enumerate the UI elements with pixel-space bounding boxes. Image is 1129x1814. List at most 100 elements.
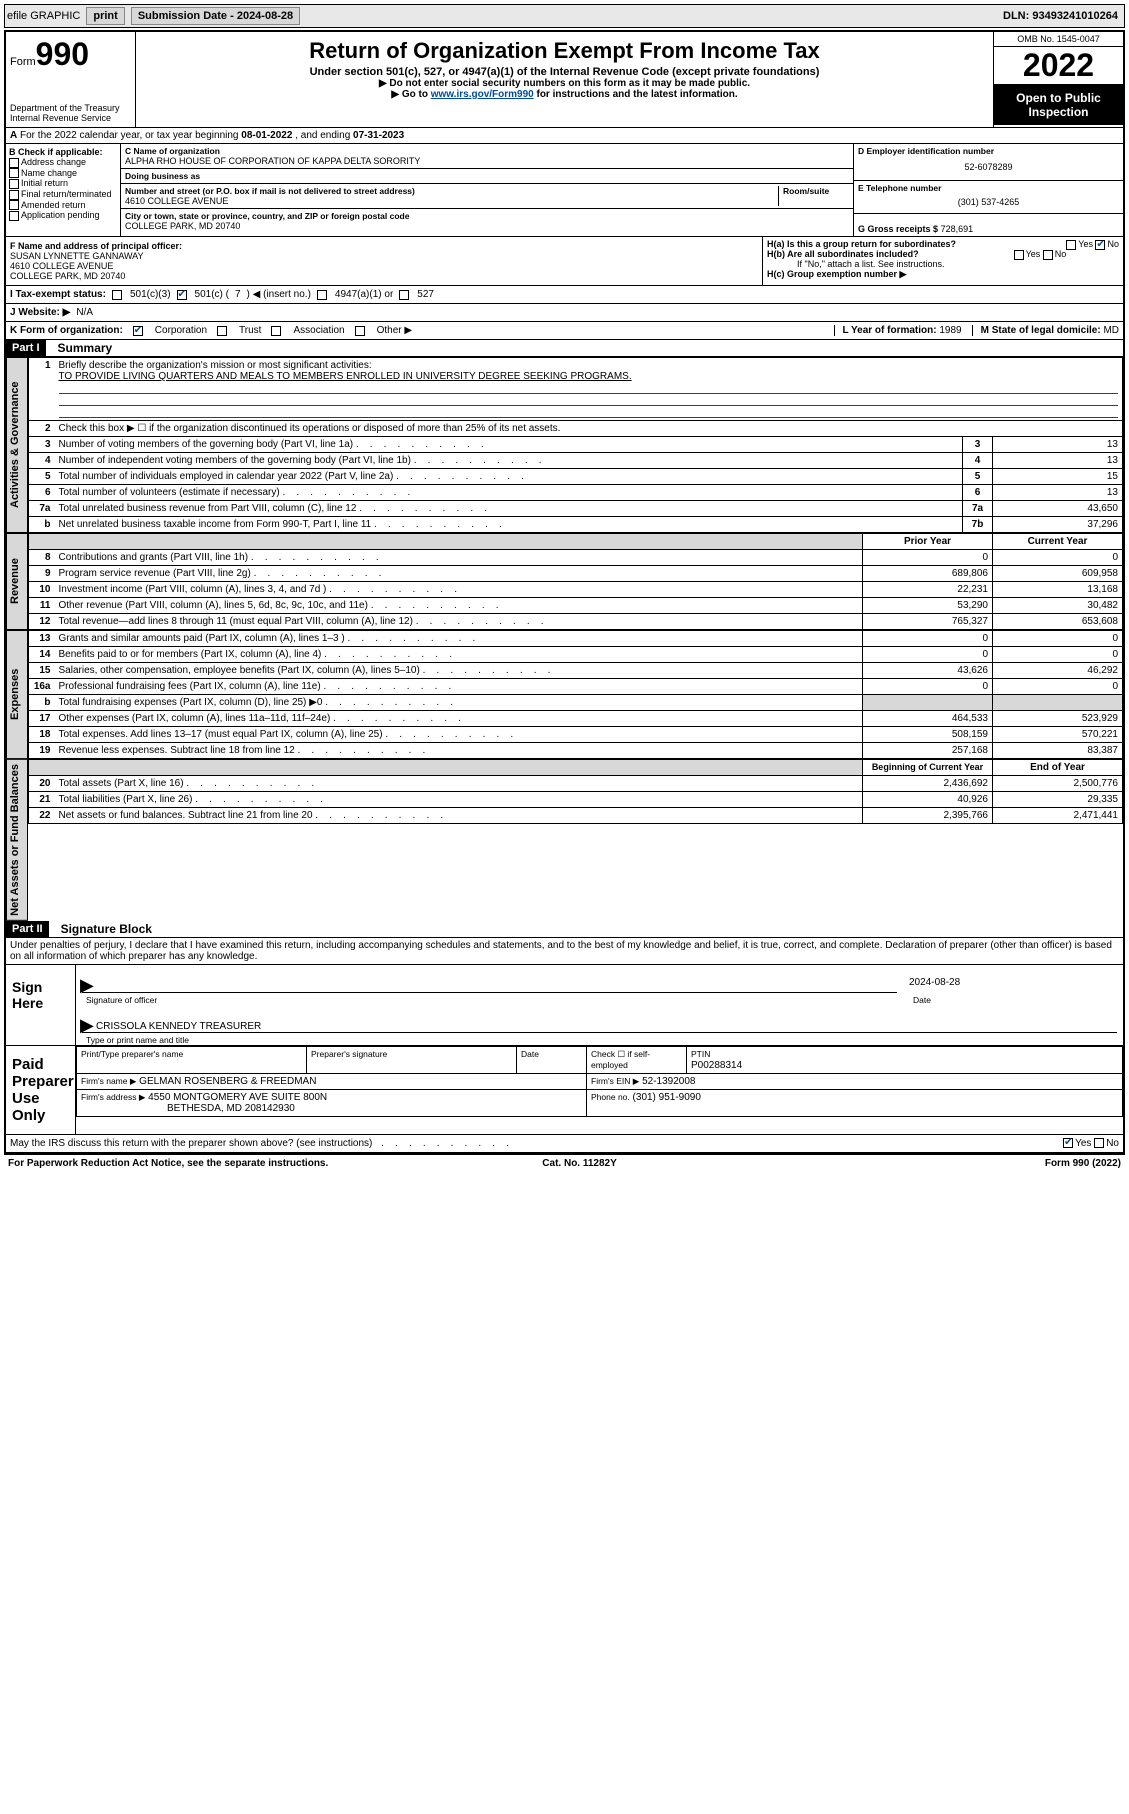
ha-label: H(a) Is this a group return for subordin…: [767, 239, 956, 249]
address-value: 4610 COLLEGE AVENUE: [125, 196, 774, 206]
city-value: COLLEGE PARK, MD 20740: [125, 221, 849, 231]
chk-application-pending[interactable]: Application pending: [9, 210, 117, 221]
chk-association[interactable]: [271, 326, 281, 336]
line-value: 13: [993, 437, 1123, 453]
hb-yes-chk[interactable]: [1014, 250, 1024, 260]
pra-notice: For Paperwork Reduction Act Notice, see …: [8, 1158, 328, 1169]
table-row: 14 Benefits paid to or for members (Part…: [29, 647, 1123, 663]
officer-signature-line[interactable]: ▶: [82, 967, 897, 993]
discuss-no-chk[interactable]: [1094, 1138, 1104, 1148]
table-row: 3 Number of voting members of the govern…: [29, 437, 1123, 453]
chk-501c[interactable]: [177, 290, 187, 300]
chk-corporation[interactable]: [133, 326, 143, 336]
hb-label: H(b) Are all subordinates included?: [767, 249, 919, 259]
col-b: B Check if applicable: Address change Na…: [6, 144, 121, 236]
officer-name-line: ▶CRISSOLA KENNEDY TREASURER: [82, 1007, 1117, 1033]
ha-yes-chk[interactable]: [1066, 240, 1076, 250]
sign-here-block: Sign Here ▶ Signature of officer 2024-08…: [6, 965, 1123, 1046]
chk-name-change[interactable]: Name change: [9, 168, 117, 179]
line-desc: Benefits paid to or for members (Part IX…: [55, 647, 863, 663]
line-desc: Salaries, other compensation, employee b…: [55, 663, 863, 679]
chk-527[interactable]: [399, 290, 409, 300]
cell-org-name: C Name of organization ALPHA RHO HOUSE O…: [121, 144, 853, 169]
discuss-yes-chk[interactable]: [1063, 1138, 1073, 1148]
chk-4947[interactable]: [317, 290, 327, 300]
prior-value: 43,626: [863, 663, 993, 679]
tax-year: 2022: [994, 47, 1123, 85]
chk-501c3[interactable]: [112, 290, 122, 300]
ha-no-chk[interactable]: [1095, 240, 1105, 250]
prep-sig-label: Preparer's signature: [311, 1049, 387, 1059]
officer-name-value: CRISSOLA KENNEDY TREASURER: [82, 1021, 261, 1032]
line-number: 11: [29, 598, 55, 614]
col-beginning: Beginning of Current Year: [863, 760, 993, 776]
org-name-label: C Name of organization: [125, 146, 849, 156]
chk-initial-return[interactable]: Initial return: [9, 178, 117, 189]
prep-row3: Firm's address ▶ 4550 MONTGOMERY AVE SUI…: [77, 1089, 1123, 1116]
section-bcde: B Check if applicable: Address change Na…: [6, 144, 1123, 237]
line-value: 43,650: [993, 501, 1123, 517]
side-revenue: Revenue: [6, 533, 28, 630]
line-desc: Revenue less expenses. Subtract line 18 …: [55, 743, 863, 759]
lbl-527: 527: [417, 289, 434, 300]
current-value: 46,292: [993, 663, 1123, 679]
table-row: b Total fundraising expenses (Part IX, c…: [29, 695, 1123, 711]
line-desc: Total number of volunteers (estimate if …: [55, 485, 963, 501]
part1-header: Part I Summary: [6, 340, 1123, 357]
table-row: 19 Revenue less expenses. Subtract line …: [29, 743, 1123, 759]
header-right: OMB No. 1545-0047 2022 Open to Public In…: [993, 32, 1123, 127]
lbl-501c-post: ) ◀ (insert no.): [247, 289, 311, 300]
discuss-dots: [378, 1138, 509, 1149]
chk-address-change[interactable]: Address change: [9, 157, 117, 168]
subtitle-1: Under section 501(c), 527, or 4947(a)(1)…: [140, 66, 989, 78]
room-label: Room/suite: [783, 186, 849, 196]
ha-yes: Yes: [1078, 239, 1093, 249]
chk-amended-return[interactable]: Amended return: [9, 200, 117, 211]
line-number: 20: [29, 776, 55, 792]
ein-value: 52-6078289: [858, 156, 1119, 178]
cell-ein: D Employer identification number 52-6078…: [854, 144, 1123, 181]
hb-note: If "No," attach a list. See instructions…: [767, 259, 1119, 269]
form-header: Form990 Department of the Treasury Inter…: [6, 32, 1123, 128]
row-klm: K Form of organization: Corporation Trus…: [6, 322, 1123, 340]
print-button[interactable]: print: [86, 7, 124, 25]
col-h: H(a) Is this a group return for subordin…: [763, 237, 1123, 285]
submission-date-button[interactable]: Submission Date - 2024-08-28: [131, 7, 300, 25]
prior-value: 0: [863, 631, 993, 647]
table-row: 16a Professional fundraising fees (Part …: [29, 679, 1123, 695]
table-row: 4 Number of independent voting members o…: [29, 453, 1123, 469]
table-row: 18 Total expenses. Add lines 13–17 (must…: [29, 727, 1123, 743]
chk-final-return[interactable]: Final return/terminated: [9, 189, 117, 200]
row-a-label: A: [10, 130, 17, 141]
part1-title: Summary: [58, 341, 113, 355]
chk-other[interactable]: [355, 326, 365, 336]
section-net-assets: Net Assets or Fund Balances Beginning of…: [6, 759, 1123, 921]
subtitle-2: ▶ Do not enter social security numbers o…: [140, 78, 989, 89]
cell-gross: G Gross receipts $ 728,691: [854, 214, 1123, 236]
ha-no: No: [1107, 239, 1119, 249]
q1-num: 1: [29, 358, 55, 421]
city-label: City or town, state or province, country…: [125, 211, 849, 221]
table-row: 6 Total number of volunteers (estimate i…: [29, 485, 1123, 501]
sig-arrow-icon: ▶: [80, 975, 94, 996]
prior-value: 0: [863, 550, 993, 566]
line-desc: Total assets (Part X, line 16): [55, 776, 863, 792]
part2-badge: Part II: [6, 921, 49, 937]
paid-preparer-right: Print/Type preparer's name Preparer's si…: [76, 1046, 1123, 1134]
prior-value: 2,436,692: [863, 776, 993, 792]
q2-text: Check this box ▶ ☐ if the organization d…: [55, 421, 1123, 437]
lbl-501c-num: 7: [235, 289, 241, 300]
lbl-corporation: Corporation: [155, 325, 207, 336]
paid-preparer-block: Paid Preparer Use Only Print/Type prepar…: [6, 1046, 1123, 1135]
cell-phone: E Telephone number (301) 537-4265: [854, 181, 1123, 214]
current-value: 2,471,441: [993, 808, 1123, 824]
prior-value: 53,290: [863, 598, 993, 614]
sig-date-caption: Date: [903, 995, 1123, 1005]
line-desc: Other expenses (Part IX, column (A), lin…: [55, 711, 863, 727]
firm-name: GELMAN ROSENBERG & FREEDMAN: [139, 1076, 316, 1087]
net-hdr-blank1: [29, 760, 55, 776]
chk-trust[interactable]: [217, 326, 227, 336]
line-number: 5: [29, 469, 55, 485]
irs-link[interactable]: www.irs.gov/Form990: [431, 89, 534, 100]
hb-no-chk[interactable]: [1043, 250, 1053, 260]
